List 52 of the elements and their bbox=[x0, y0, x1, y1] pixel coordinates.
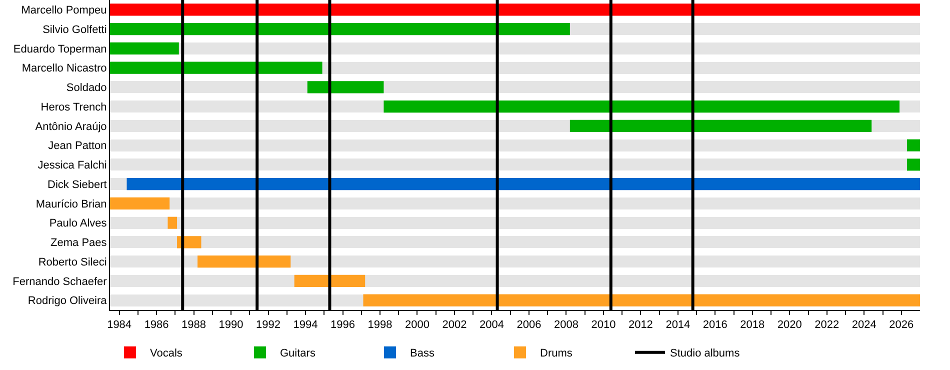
x-tick-label: 1988 bbox=[182, 319, 206, 332]
x-tick-label: 2022 bbox=[814, 319, 840, 332]
x-tick-label: 2002 bbox=[442, 319, 467, 332]
y-tick-label: Eduardo Toperman bbox=[13, 43, 107, 56]
x-tick-label: 2020 bbox=[777, 319, 802, 332]
y-tick-label: Jean Patton bbox=[48, 140, 107, 152]
bar bbox=[294, 274, 366, 287]
y-tick-label: Soldado bbox=[66, 82, 107, 94]
x-tick-label: 1994 bbox=[293, 319, 318, 332]
x-tick-label: 1992 bbox=[256, 319, 281, 332]
legend-label: Vocals bbox=[150, 348, 183, 360]
x-tick-label: 1996 bbox=[330, 319, 355, 332]
y-tick-label: Antônio Araújo bbox=[35, 120, 107, 133]
bar bbox=[110, 62, 322, 74]
x-tick-label: 1984 bbox=[107, 319, 132, 332]
x-tick-label: 2006 bbox=[516, 319, 542, 332]
legend-label: Studio albums bbox=[670, 348, 740, 360]
y-tick-label: Fernando Schaefer bbox=[12, 276, 108, 288]
x-tick-label: 1998 bbox=[368, 319, 392, 332]
y-tick-label: Zema Paes bbox=[50, 237, 108, 250]
y-tick-label: Silvio Golfetti bbox=[42, 24, 107, 36]
x-tick-label: 2024 bbox=[852, 319, 876, 332]
y-tick-label: Paulo Alves bbox=[49, 218, 108, 230]
y-tick-label: Heros Trench bbox=[40, 101, 107, 114]
legend-label: Guitars bbox=[280, 348, 316, 360]
y-tick-label: Marcello Nicastro bbox=[22, 62, 107, 75]
legend-label: Bass bbox=[410, 348, 435, 360]
x-tick-label: 2000 bbox=[405, 319, 430, 332]
x-tick-label: 2018 bbox=[740, 319, 765, 332]
y-tick-label: Maurício Brian bbox=[36, 198, 107, 210]
x-tick-label: 2014 bbox=[666, 319, 690, 332]
x-tick-label: 2016 bbox=[702, 319, 728, 332]
bar bbox=[110, 197, 170, 210]
y-tick-label: Marcello Pompeu bbox=[21, 4, 107, 17]
x-tick-label: 2026 bbox=[889, 319, 914, 332]
y-tick-label: Jessica Falchi bbox=[38, 160, 107, 172]
bar bbox=[307, 81, 384, 94]
x-tick-label: 2010 bbox=[591, 319, 616, 332]
bar bbox=[110, 42, 179, 54]
x-tick-label: 2012 bbox=[628, 319, 653, 332]
x-tick-label: 1990 bbox=[218, 319, 244, 332]
y-tick-label: Dick Siebert bbox=[48, 178, 107, 191]
legend-label: Drums bbox=[540, 348, 573, 360]
bar bbox=[906, 158, 920, 171]
bar bbox=[198, 256, 291, 268]
bar bbox=[168, 216, 178, 229]
x-tick-label: 2004 bbox=[479, 319, 504, 332]
x-tick-label: 2008 bbox=[554, 319, 578, 332]
bar bbox=[906, 139, 920, 152]
y-tick-label: Roberto Sileci bbox=[38, 256, 107, 268]
y-tick-label: Rodrigo Oliveira bbox=[28, 295, 108, 308]
x-tick-label: 1986 bbox=[144, 319, 169, 332]
